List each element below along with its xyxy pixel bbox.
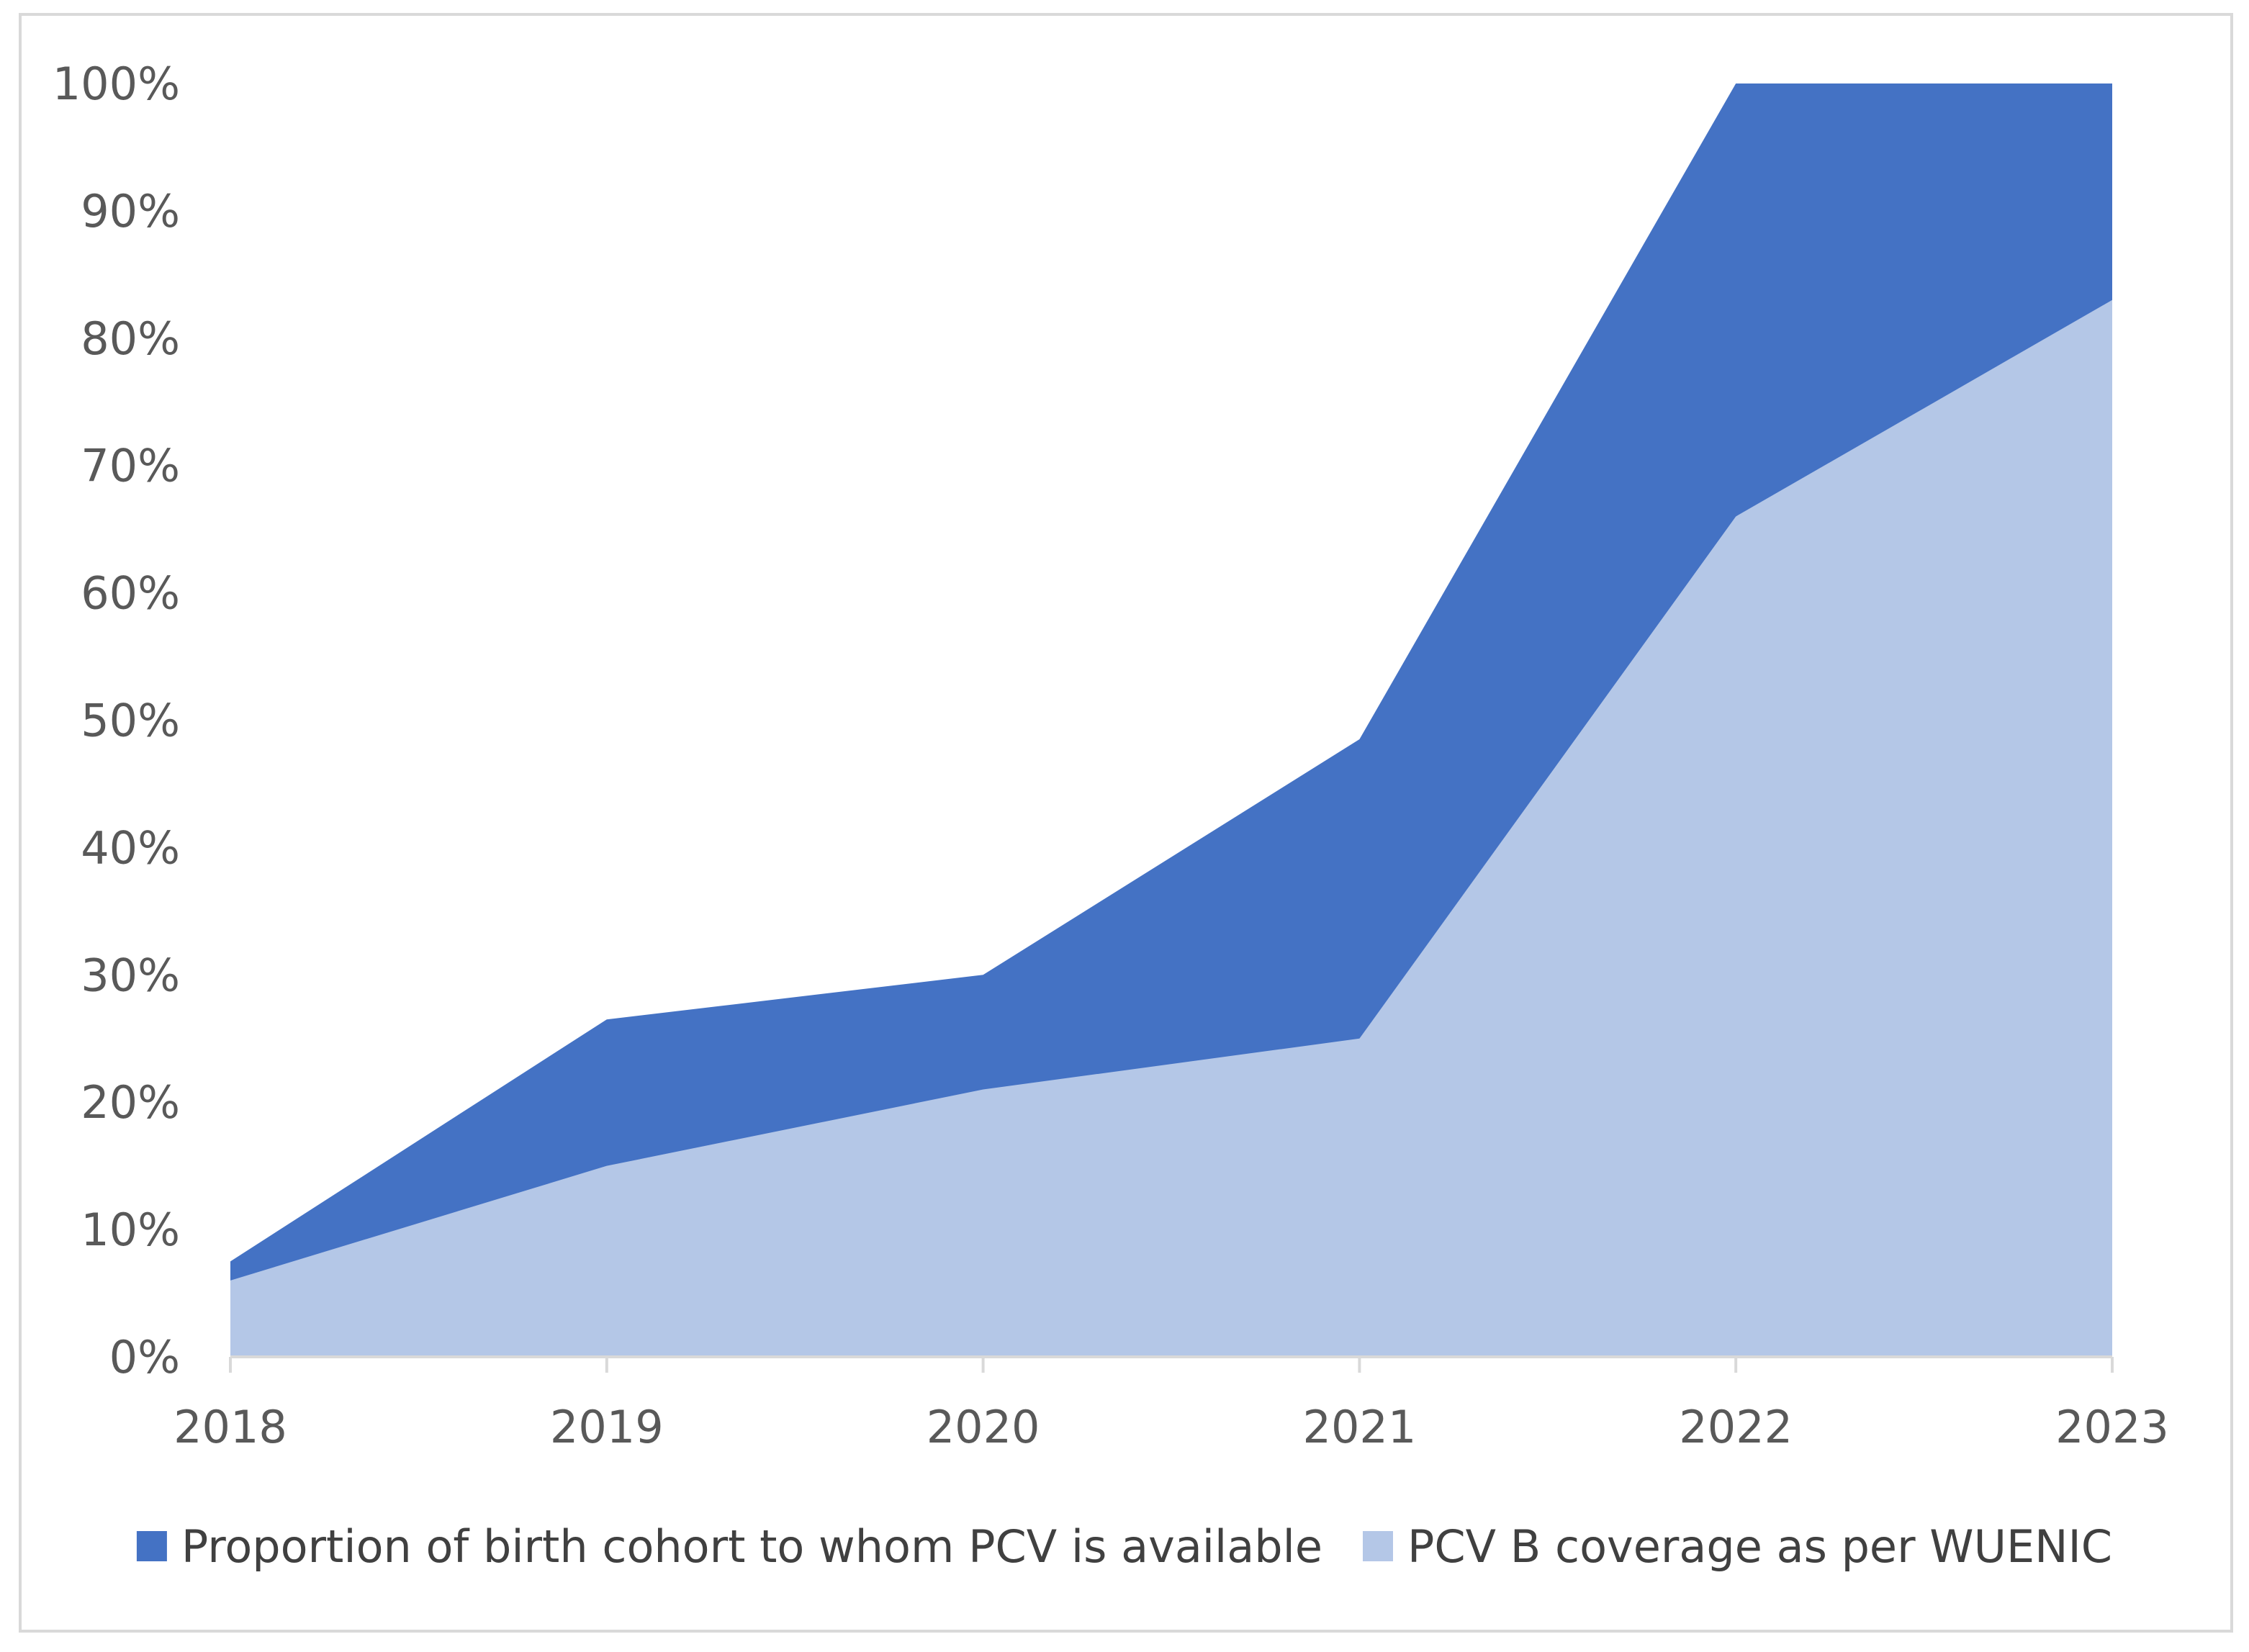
y-tick-label: 30% — [81, 949, 180, 1001]
x-tick-label: 2020 — [927, 1401, 1040, 1453]
x-tick-label: 2023 — [2055, 1401, 2169, 1453]
legend-label: Proportion of birth cohort to whom PCV i… — [181, 1520, 1322, 1573]
x-tick-label: 2021 — [1303, 1401, 1417, 1453]
y-tick-label: 70% — [81, 440, 180, 492]
x-axis-ticks — [229, 1357, 2114, 1373]
x-tick-label: 2022 — [1679, 1401, 1793, 1453]
y-tick-label: 20% — [81, 1076, 180, 1129]
y-tick-label: 40% — [81, 821, 180, 874]
legend-swatch — [136, 1531, 167, 1561]
y-tick-label: 0% — [109, 1331, 180, 1384]
y-tick-label: 10% — [81, 1204, 180, 1256]
x-tick-label: 2019 — [550, 1401, 664, 1453]
legend-swatch — [1362, 1531, 1393, 1561]
plot-areas — [230, 83, 2112, 1358]
legend-item-2: PCV B coverage as per WUENIC — [1362, 1520, 2112, 1573]
y-tick-label: 50% — [81, 695, 180, 747]
y-tick-label: 80% — [81, 312, 180, 365]
x-axis-labels: 2018 2019 2020 2021 2022 2023 — [173, 1401, 2169, 1453]
x-tick-label: 2018 — [173, 1401, 287, 1453]
y-tick-label: 90% — [81, 185, 180, 238]
y-axis-labels: 0% 10% 20% 30% 40% 50% 60% 70% 80% 90% 100% — [53, 58, 180, 1384]
legend: Proportion of birth cohort to whom PCV i… — [136, 1520, 2112, 1573]
legend-label: PCV B coverage as per WUENIC — [1407, 1520, 2112, 1573]
y-tick-label: 60% — [81, 567, 180, 620]
y-tick-label: 100% — [53, 58, 180, 110]
area-series-2 — [230, 299, 2112, 1358]
legend-item-1: Proportion of birth cohort to whom PCV i… — [136, 1520, 1322, 1573]
